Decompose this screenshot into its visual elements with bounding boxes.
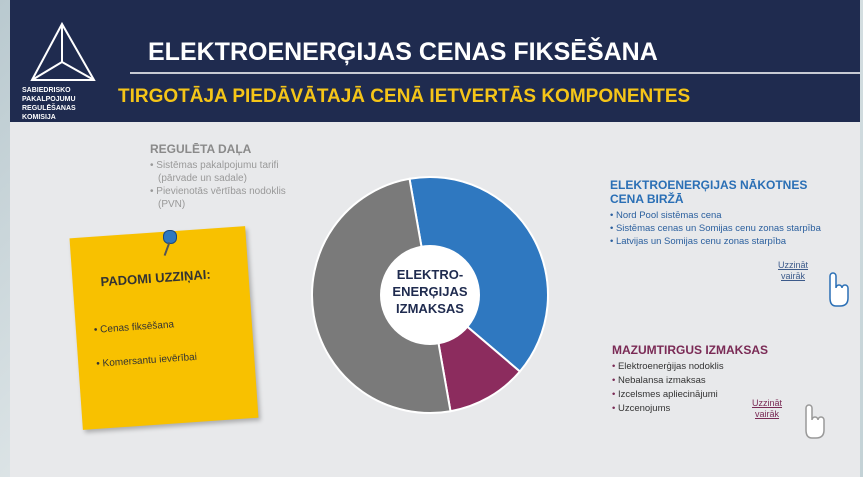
- item-text: Uzcenojums: [617, 403, 671, 414]
- link-line[interactable]: Uzzināt: [752, 398, 783, 408]
- item-text: Pievienotās vērtības nodoklis: [156, 186, 286, 197]
- item-text: Elektroenerģijas nodoklis: [617, 361, 724, 372]
- header: [10, 0, 860, 122]
- sticky-note: PADOMI UZZIŅAI: • Cenas fiksēšana • Kome…: [69, 226, 259, 430]
- section-title: REGULĒTA DAĻA: [150, 142, 252, 156]
- item-text: Latvijas un Somijas cenu zonas starpība: [615, 236, 787, 247]
- title-line: ELEKTROENERĢIJAS NĀKOTNES: [610, 178, 808, 192]
- title: ELEKTROENERĢIJAS CENAS FIKSĒŠANA: [148, 38, 658, 66]
- item-text: Cenas fiksēšana: [99, 319, 175, 336]
- link-line[interactable]: Uzzināt: [778, 260, 809, 270]
- bullet-item: • Latvijas un Somijas cenu zonas starpīb…: [610, 236, 787, 247]
- logo-triangle: [30, 21, 96, 81]
- subtitle: TIRGOTĀJA PIEDĀVĀTAJĀ CENĀ IETVERTĀS KOM…: [118, 86, 691, 107]
- logo-line: KOMISIJA: [22, 114, 56, 121]
- item-text: Nord Pool sistēmas cena: [615, 210, 722, 221]
- section-title: MAZUMTIRGUS IZMAKSAS: [612, 343, 768, 357]
- item-text: (PVN): [158, 199, 186, 210]
- donut-center-label: ELEKTRO- ENERĢIJAS IZMAKSAS: [380, 266, 480, 317]
- donut-hole: [380, 245, 480, 345]
- bullet-item: • Nebalansa izmaksas: [612, 375, 706, 386]
- item-text: Nebalansa izmaksas: [617, 375, 706, 386]
- label-line: ELEKTRO-: [396, 267, 464, 282]
- bullet-item: • Sistēmas pakalpojumu tarifi: [150, 160, 279, 171]
- label-line: ENERĢIJAS: [392, 284, 468, 299]
- label-line: IZMAKSAS: [396, 301, 464, 316]
- bullet-item: • Izcelsmes apliecinājumi: [612, 389, 718, 400]
- logo-line: SABIEDRISKO: [22, 87, 71, 94]
- regulated-section: REGULĒTA DAĻA • Sistēmas pakalpojumu tar…: [150, 142, 286, 211]
- exchange-section: ELEKTROENERĢIJAS NĀKOTNES CENA BIRŽĀ • N…: [610, 178, 821, 248]
- more-link[interactable]: Uzzināt vairāk: [752, 398, 782, 420]
- item-text: Sistēmas cenas un Somijas cenu zonas sta…: [615, 223, 821, 234]
- bullet-item: • Sistēmas cenas un Somijas cenu zonas s…: [610, 223, 821, 234]
- bullet-item: • Uzcenojums: [612, 403, 671, 414]
- donut-segment: [408, 176, 549, 373]
- more-link[interactable]: Uzzināt vairāk: [778, 260, 808, 282]
- logo-line: REGULĒŠANAS: [22, 105, 76, 112]
- bullet-item: • Elektroenerģijas nodoklis: [612, 361, 724, 372]
- section-title: ELEKTROENERĢIJAS NĀKOTNES CENA BIRŽĀ: [610, 178, 821, 206]
- item-text: (pārvade un sadale): [158, 173, 247, 184]
- logo-text: SABIEDRISKO PAKALPOJUMU REGULĒŠANAS KOMI…: [22, 86, 76, 122]
- retail-section: MAZUMTIRGUS IZMAKSAS • Elektroenerģijas …: [612, 343, 768, 416]
- item-text: Sistēmas pakalpojumu tarifi: [156, 160, 279, 171]
- bullet-item: • Komersantu ievērībai: [95, 351, 198, 370]
- bullet-item: • Nord Pool sistēmas cena: [610, 210, 722, 221]
- item-text: Izcelsmes apliecinājumi: [617, 389, 718, 400]
- bullet-item: • Cenas fiksēšana: [93, 319, 175, 336]
- link-line[interactable]: vairāk: [755, 409, 780, 419]
- link-line[interactable]: vairāk: [781, 271, 806, 281]
- tips-title: PADOMI UZZIŅAI:: [100, 266, 212, 290]
- title-line: CENA BIRŽĀ: [610, 192, 684, 206]
- bullet-item: • Pievienotās vērtības nodoklis: [150, 186, 286, 197]
- item-text: Komersantu ievērībai: [102, 351, 198, 370]
- logo-line: PAKALPOJUMU: [22, 96, 76, 103]
